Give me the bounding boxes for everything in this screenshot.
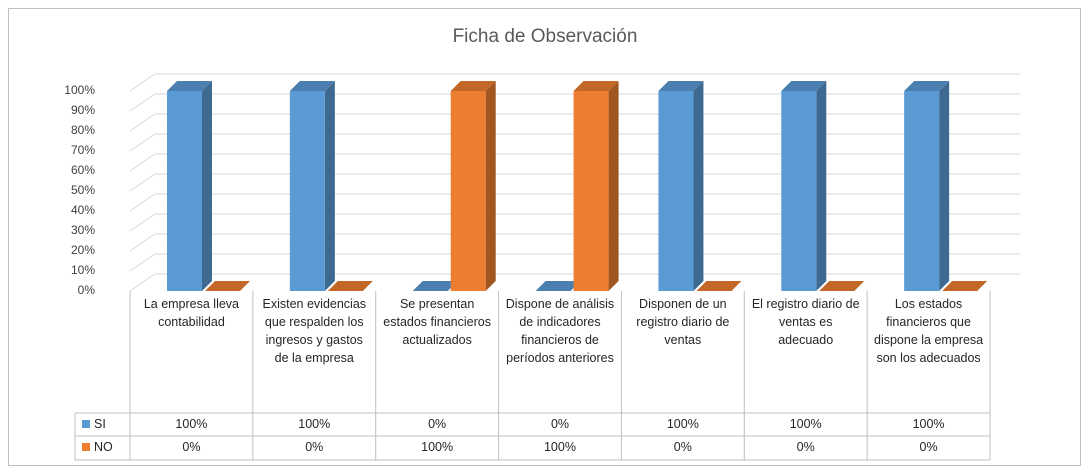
legend-entry: NO [76,436,113,459]
y-tick-label: 30% [71,223,95,237]
bar-side [939,81,950,291]
bar [696,281,742,291]
category-label: Disponen de un registro diario de ventas [636,297,730,347]
bar [167,81,212,291]
value-label: 100% [421,440,454,454]
y-tick-label: 50% [71,183,95,197]
bar-top [450,81,496,91]
legend-label: NO [94,440,113,454]
grid-line [129,153,1020,172]
grid-line [129,273,1020,292]
bar-top [781,81,827,91]
bar-top [167,81,212,91]
value-label: 100% [912,417,945,431]
bar [904,81,950,291]
y-tick-label: 90% [71,103,95,117]
bar-side [324,81,335,291]
bar-top [327,281,373,291]
bar-top [412,281,458,291]
bar [412,281,458,291]
grid-line [129,173,1020,192]
bar [573,81,619,291]
value-label: 0% [182,440,201,454]
bar-top [289,81,335,91]
bar-front [573,91,609,291]
bar-front [289,91,325,291]
bar-front [658,91,694,291]
grid-line [129,93,1020,112]
y-tick-label: 100% [64,83,95,97]
bar [819,281,865,291]
bar-top [904,81,950,91]
bar [450,81,496,291]
grid-line [129,233,1020,252]
value-label: 0% [796,440,815,454]
bar-side [693,81,704,291]
y-tick-label: 60% [71,163,95,177]
grid-line [129,213,1020,232]
y-tick-label: 10% [71,263,95,277]
legend-swatch [82,420,90,428]
grid-line [129,73,1020,92]
grid-line [129,133,1020,152]
bar-side [608,81,619,291]
grid-line [129,253,1020,272]
bar-side [202,81,212,291]
chart-title: Ficha de Observación [453,26,638,47]
value-label: 100% [543,440,576,454]
value-label: 0% [673,440,692,454]
bar [327,281,373,291]
category-label: Existen evidencias que respalden los ing… [262,297,367,365]
bar-top [535,281,581,291]
bar-top [819,281,865,291]
value-label: 100% [175,417,208,431]
y-tick-label: 70% [71,143,95,157]
bar [942,281,988,291]
bar [289,81,335,291]
bar-top [205,281,250,291]
bar-front [781,91,817,291]
value-label: 100% [666,417,699,431]
value-label: 100% [789,417,822,431]
value-label: 0% [550,417,570,431]
y-tick-label: 20% [71,243,95,257]
bar [781,81,827,291]
y-tick-label: 40% [71,203,95,217]
bar [658,81,704,291]
legend-entry: SI [76,413,106,436]
y-tick-label: 80% [71,123,95,137]
legend-label: SI [94,417,106,431]
category-label: La empresa lleva contabilidad [143,297,240,329]
value-label: 0% [305,440,324,454]
y-tick-label: 0% [78,283,96,297]
category-label: Se presentan estados financieros actuali… [383,297,491,347]
legend-swatch [82,443,90,451]
category-label: Los estados financieros que dispone la e… [874,297,984,365]
bar-top [573,81,619,91]
bar-front [167,91,202,291]
value-label: 0% [919,440,938,454]
category-label: El registro diario de ventas es adecuado [751,297,860,347]
grid-line [129,193,1020,212]
grid-line [129,113,1020,132]
bar-side [816,81,827,291]
bar-front [904,91,940,291]
bar-front [450,91,486,291]
value-label: 100% [298,417,331,431]
bar [205,281,250,291]
bar-top [942,281,988,291]
bar-top [696,281,742,291]
category-label: Dispone de análisis de indicadores finan… [505,297,615,365]
value-label: 0% [428,417,447,431]
bar [535,281,581,291]
bar-side [485,81,496,291]
bar-top [658,81,704,91]
